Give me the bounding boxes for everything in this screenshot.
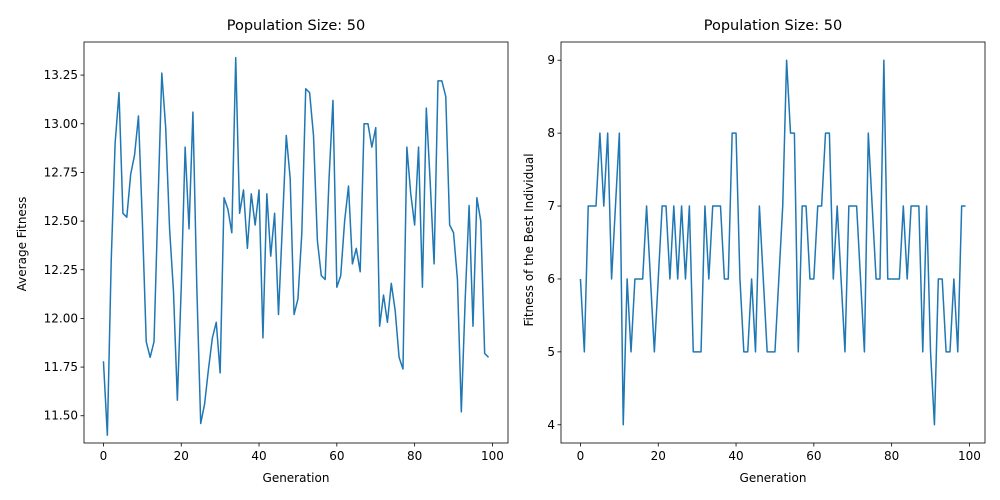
y-tick-label: 12.50 [44, 214, 78, 228]
y-axis-label: Average Fitness [15, 197, 29, 292]
x-tick-label: 60 [329, 449, 344, 463]
x-tick-label: 0 [577, 449, 585, 463]
y-tick-label: 11.75 [44, 360, 78, 374]
ticks-group: 0 20 40 60 80 100 4 5 6 7 8 9 [547, 53, 981, 463]
x-tick-label: 80 [884, 449, 899, 463]
ticks-group: 0 20 40 60 80 100 11.50 11.75 12.00 12.25 12.50 12.… [44, 68, 504, 463]
y-tick-label: 13.00 [44, 117, 78, 131]
chart-title: Population Size: 50 [704, 18, 843, 34]
y-tick-label: 7 [547, 199, 555, 213]
x-tick-label: 80 [407, 449, 422, 463]
y-tick-label: 12.25 [44, 263, 78, 277]
y-tick-label: 8 [547, 126, 555, 140]
x-tick-label: 40 [728, 449, 743, 463]
chart-title: Population Size: 50 [227, 18, 366, 34]
y-tick-label: 12.00 [44, 311, 78, 325]
y-tick-label: 11.50 [44, 409, 78, 423]
x-tick-label: 0 [100, 449, 108, 463]
series-line-average-fitness [102, 56, 490, 436]
x-tick-label: 20 [174, 449, 189, 463]
x-axis-label: Generation [263, 471, 330, 485]
y-tick-label: 6 [547, 272, 555, 286]
x-axis-label: Generation [740, 471, 807, 485]
series-line-best-fitness [579, 59, 966, 426]
x-tick-label: 40 [251, 449, 266, 463]
best-fitness-chart: Population Size: 50 0 20 40 60 80 100 4 5 6 7 8 9 G… [522, 18, 986, 485]
plot-frame [560, 41, 986, 444]
x-tick-label: 100 [481, 449, 504, 463]
y-axis-label: Fitness of the Best Individual [522, 153, 536, 326]
y-tick-label: 4 [547, 418, 555, 432]
y-tick-label: 13.25 [44, 68, 78, 82]
y-tick-label: 12.75 [44, 165, 78, 179]
y-tick-label: 9 [547, 53, 555, 67]
x-tick-label: 20 [651, 449, 666, 463]
average-fitness-chart: Population Size: 50 0 20 40 60 80 100 11.50 11.… [15, 18, 509, 485]
x-tick-label: 100 [958, 449, 981, 463]
y-tick-label: 5 [547, 345, 555, 359]
x-tick-label: 60 [806, 449, 821, 463]
plot-frame [83, 41, 509, 444]
